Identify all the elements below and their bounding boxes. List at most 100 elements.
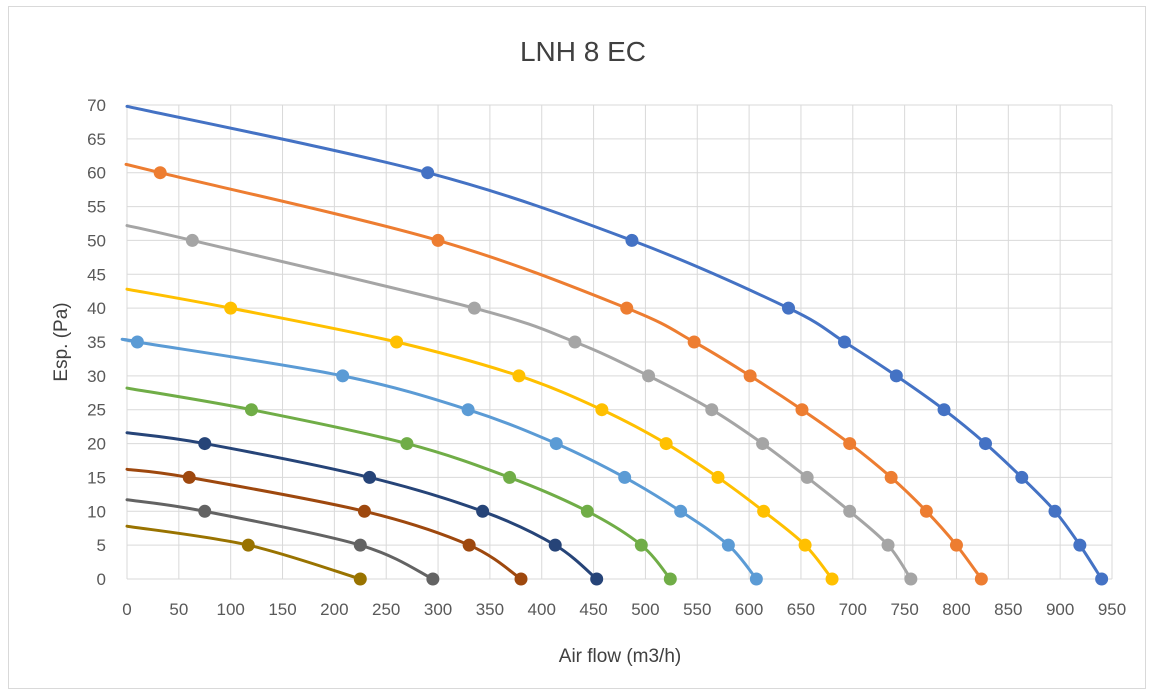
x-tick-label: 850 — [994, 600, 1022, 619]
y-tick-label: 5 — [97, 536, 106, 555]
data-point — [711, 470, 725, 484]
series-line — [125, 386, 672, 581]
data-point — [843, 504, 857, 518]
series-9 — [125, 498, 440, 586]
y-axis-ticks: 0 5 10 15 20 25 30 35 40 45 50 55 60 65 70 — [87, 96, 106, 589]
grid — [126, 104, 1113, 580]
series-line — [125, 498, 435, 581]
x-tick-label: 750 — [890, 600, 918, 619]
data-point — [400, 437, 414, 451]
data-point — [687, 335, 701, 349]
x-tick-label: 300 — [424, 600, 452, 619]
series-10 — [125, 524, 367, 586]
data-point — [674, 504, 688, 518]
series-2 — [124, 162, 988, 586]
data-point — [800, 470, 814, 484]
data-point — [198, 437, 212, 451]
data-point — [881, 538, 895, 552]
data-point — [642, 369, 656, 383]
data-point — [595, 403, 609, 417]
data-point — [663, 572, 677, 586]
series-8 — [125, 467, 528, 586]
series-group — [120, 104, 1109, 586]
data-point — [949, 538, 963, 552]
x-tick-label: 650 — [787, 600, 815, 619]
x-tick-label: 350 — [476, 600, 504, 619]
x-tick-label: 700 — [839, 600, 867, 619]
y-tick-label: 30 — [87, 367, 106, 386]
data-point — [461, 403, 475, 417]
y-tick-label: 45 — [87, 265, 106, 284]
data-point — [919, 504, 933, 518]
data-point — [837, 335, 851, 349]
x-tick-label: 0 — [122, 600, 131, 619]
data-point — [937, 403, 951, 417]
data-point — [336, 369, 350, 383]
y-tick-label: 20 — [87, 435, 106, 454]
data-point — [756, 437, 770, 451]
data-point — [503, 470, 517, 484]
data-point — [224, 301, 238, 315]
y-axis-title: Esp. (Pa) — [51, 302, 72, 381]
data-point — [580, 504, 594, 518]
data-point — [798, 538, 812, 552]
series-line — [125, 467, 523, 581]
data-point — [568, 335, 582, 349]
series-3 — [125, 224, 918, 586]
data-point — [1015, 470, 1029, 484]
data-point — [241, 538, 255, 552]
data-point — [904, 572, 918, 586]
data-point — [782, 301, 796, 315]
data-point — [825, 572, 839, 586]
x-tick-label: 900 — [1046, 600, 1074, 619]
data-point — [130, 335, 144, 349]
x-axis-title: Air flow (m3/h) — [559, 646, 681, 667]
x-tick-label: 600 — [735, 600, 763, 619]
series-line — [125, 287, 834, 581]
series-6 — [125, 386, 677, 586]
y-tick-label: 0 — [97, 570, 106, 589]
data-point — [390, 335, 404, 349]
data-point — [1048, 504, 1062, 518]
data-point — [512, 369, 526, 383]
data-point — [431, 233, 445, 247]
data-point — [884, 470, 898, 484]
data-point — [185, 233, 199, 247]
x-tick-label: 250 — [372, 600, 400, 619]
y-tick-label: 35 — [87, 333, 106, 352]
data-point — [757, 504, 771, 518]
x-tick-label: 50 — [169, 600, 188, 619]
series-5 — [120, 335, 763, 586]
data-point — [353, 538, 367, 552]
data-point — [705, 403, 719, 417]
data-point — [620, 301, 634, 315]
data-point — [357, 504, 371, 518]
x-tick-label: 100 — [216, 600, 244, 619]
data-point — [153, 166, 167, 180]
data-point — [659, 437, 673, 451]
data-point — [590, 572, 604, 586]
y-tick-label: 40 — [87, 299, 106, 318]
data-point — [721, 538, 735, 552]
data-point — [625, 233, 639, 247]
series-line — [125, 524, 362, 581]
data-point — [749, 572, 763, 586]
series-7 — [125, 431, 604, 586]
x-axis-ticks: 0 50 100 150 200 250 300 350 400 450 500 550 600 650 7… — [122, 600, 1126, 619]
data-point — [974, 572, 988, 586]
data-point — [618, 470, 632, 484]
data-point — [462, 538, 476, 552]
data-point — [182, 470, 196, 484]
y-tick-label: 25 — [87, 401, 106, 420]
y-tick-label: 10 — [87, 502, 106, 521]
data-point — [353, 572, 367, 586]
series-1 — [125, 104, 1109, 586]
data-point — [1073, 538, 1087, 552]
x-tick-label: 200 — [320, 600, 348, 619]
x-tick-label: 150 — [268, 600, 296, 619]
chart-title: LNH 8 EC — [520, 36, 646, 67]
data-point — [548, 538, 562, 552]
data-point — [743, 369, 757, 383]
data-point — [1095, 572, 1109, 586]
